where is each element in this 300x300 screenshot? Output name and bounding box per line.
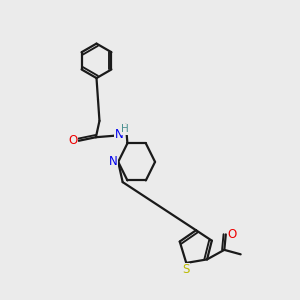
Text: O: O: [227, 228, 236, 241]
Text: S: S: [182, 263, 189, 276]
Text: O: O: [69, 134, 78, 147]
Text: N: N: [114, 128, 123, 141]
Text: H: H: [122, 124, 129, 134]
Text: N: N: [109, 155, 117, 168]
